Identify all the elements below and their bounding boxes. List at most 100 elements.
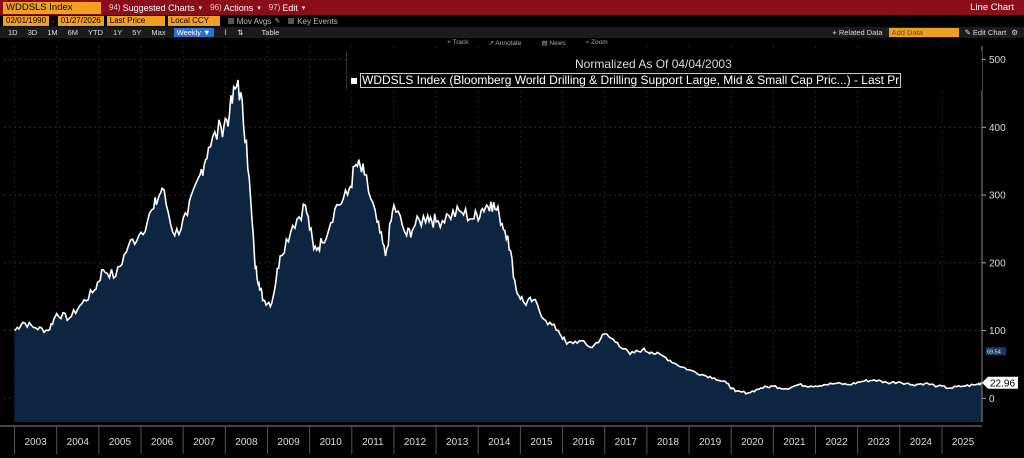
x-tick-label: 2023 <box>868 437 891 448</box>
mov-avgs-checkbox[interactable] <box>227 18 234 24</box>
x-tick-label: 2007 <box>193 437 216 448</box>
y-tick-label: 200 <box>989 258 1006 269</box>
track-tool[interactable]: + Track <box>447 39 469 46</box>
right-tools: + Related Data Add Data ✎ Edit Chart ⚙ <box>832 27 1018 38</box>
table-button[interactable]: Table <box>261 28 280 37</box>
track-label: Track <box>452 39 469 46</box>
legend-title: Normalized As Of 04/04/2003 <box>575 57 732 71</box>
x-tick-label: 2012 <box>404 437 427 448</box>
period-max[interactable]: Max <box>151 28 166 37</box>
top-menu-bar: WDDSLS Index 94) Suggested Charts ▾ 96) … <box>0 0 1024 15</box>
zoom-tool[interactable]: ⌕ Zoom <box>585 39 608 46</box>
settings-bar: 02/01/1990 - 01/27/2026 Last Price Local… <box>0 15 1024 27</box>
menu-label: Edit <box>282 2 298 13</box>
y-tick-label: 0 <box>989 394 995 405</box>
x-tick-label: 2008 <box>235 437 258 448</box>
x-tick-label: 2020 <box>741 437 764 448</box>
news-label: News <box>549 40 566 47</box>
last-value-label: 22.96 <box>990 379 1015 390</box>
start-date-field[interactable]: 02/01/1990 <box>3 16 50 26</box>
price-chart[interactable]: 0 100 200 300 400 500 2003 2004 2005 2006 2007 200… <box>0 38 1024 458</box>
x-tick-label: 2025 <box>952 437 975 448</box>
value-markers: 22.96 69.54 <box>982 347 1018 390</box>
period-1d[interactable]: 1D <box>8 28 18 37</box>
menu-code: 94) <box>109 3 121 12</box>
chevron-down-icon: ▾ <box>198 4 203 12</box>
x-tick-label: 2021 <box>783 437 806 448</box>
x-tick-label: 2013 <box>446 437 469 448</box>
chart-panel[interactable]: 0 100 200 300 400 500 2003 2004 2005 2006 2007 200… <box>0 38 1024 458</box>
pencil-icon[interactable]: ✎ <box>274 18 281 25</box>
x-tick-label: 2014 <box>488 437 511 448</box>
end-date-field[interactable]: 01/27/2026 <box>57 16 104 26</box>
x-tick-label: 2022 <box>825 437 848 448</box>
period-bar: 1D 3D 1M 6M YTD 1Y 5Y Max Weekly ▼ ⌇ ⇅ T… <box>0 27 1024 38</box>
chevron-down-icon: ▾ <box>257 4 261 12</box>
x-tick-label: 2003 <box>24 437 47 448</box>
annotate-label: Annotate <box>495 40 522 47</box>
chart-legend[interactable]: Normalized As Of 04/04/2003 WDDSLS Index… <box>346 51 982 90</box>
zoom-label: Zoom <box>591 39 608 46</box>
line-style-icon[interactable]: ⌇ <box>223 28 228 37</box>
menu-label: Actions <box>223 2 254 13</box>
legend-entry[interactable]: WDDSLS Index (Bloomberg World Drilling &… <box>351 73 902 88</box>
price-line <box>13 79 983 395</box>
y-tick-label: 300 <box>989 191 1006 202</box>
x-tick-label: 2004 <box>67 437 90 448</box>
last-value-tag <box>982 376 1018 389</box>
x-tick-label: 2024 <box>910 437 933 448</box>
chart-type-label[interactable]: Line Chart <box>970 2 1014 13</box>
x-tick-label: 2006 <box>151 437 174 448</box>
chart-tools: + Track ↗ Annotate ▤ News ⌕ Zoom <box>447 39 628 47</box>
key-events-checkbox[interactable] <box>288 18 295 24</box>
pencil-icon[interactable]: ✎ <box>964 28 971 37</box>
x-axis: 2003 2004 2005 2006 2007 2008 2009 2010 2011 2012… <box>0 424 1024 458</box>
period-1y[interactable]: 1Y <box>113 28 123 37</box>
price-field-select[interactable]: Last Price <box>106 16 165 26</box>
x-tick-label: 2005 <box>109 437 132 448</box>
legend-series-label: WDDSLS Index (Bloomberg World Drilling &… <box>360 73 902 88</box>
y-tick-label: 100 <box>989 326 1006 337</box>
ticker-input[interactable]: WDDSLS Index <box>3 1 101 14</box>
x-tick-label: 2018 <box>657 437 680 448</box>
y-tick-label: 500 <box>989 55 1006 66</box>
related-data-button[interactable]: + Related Data <box>832 28 883 37</box>
sort-icon[interactable]: ⇅ <box>237 28 244 37</box>
key-events-label: Key Events <box>297 16 338 26</box>
menu-label: Suggested Charts <box>122 2 195 13</box>
chevron-down-icon: ▼ <box>203 28 211 37</box>
period-3d[interactable]: 3D <box>27 28 38 37</box>
marker-value-box <box>986 347 1006 356</box>
date-separator: - <box>52 16 55 26</box>
menu-code: 97) <box>268 3 281 12</box>
chevron-down-icon: ▾ <box>301 4 306 12</box>
edit-menu[interactable]: 97) Edit ▾ <box>269 0 306 15</box>
x-tick-label: 2019 <box>699 437 722 448</box>
add-data-input[interactable]: Add Data <box>888 28 959 37</box>
gear-icon[interactable]: ⚙ <box>1011 28 1018 37</box>
period-1m[interactable]: 1M <box>47 28 58 37</box>
legend-swatch <box>351 77 357 84</box>
x-axis-band <box>0 424 1024 458</box>
frequency-label: Weekly <box>176 28 202 37</box>
x-tick-label: 2017 <box>615 437 638 448</box>
x-tick-label: 2009 <box>277 437 300 448</box>
x-tick-label: 2010 <box>320 437 343 448</box>
price-area <box>14 79 982 423</box>
edit-chart-button[interactable]: Edit Chart <box>972 28 1007 37</box>
news-tool[interactable]: ▤ News <box>541 40 566 47</box>
currency-select[interactable]: Local CCY <box>167 16 220 26</box>
marker-value-label: 69.54 <box>987 350 1001 356</box>
mov-avgs-label: Mov Avgs <box>236 16 272 26</box>
period-6m[interactable]: 6M <box>67 28 79 37</box>
period-ytd[interactable]: YTD <box>88 28 104 37</box>
annotate-tool[interactable]: ↗ Annotate <box>488 40 522 47</box>
frequency-select[interactable]: Weekly ▼ <box>173 28 214 37</box>
suggested-charts-menu[interactable]: 94) Suggested Charts ▾ <box>109 0 202 15</box>
x-tick-label: 2015 <box>530 437 553 448</box>
x-tick-label: 2016 <box>573 437 596 448</box>
y-tick-label: 400 <box>989 123 1006 134</box>
menu-code: 96) <box>210 3 222 12</box>
actions-menu[interactable]: 96) Actions ▾ <box>210 0 261 15</box>
period-5y[interactable]: 5Y <box>132 28 142 37</box>
